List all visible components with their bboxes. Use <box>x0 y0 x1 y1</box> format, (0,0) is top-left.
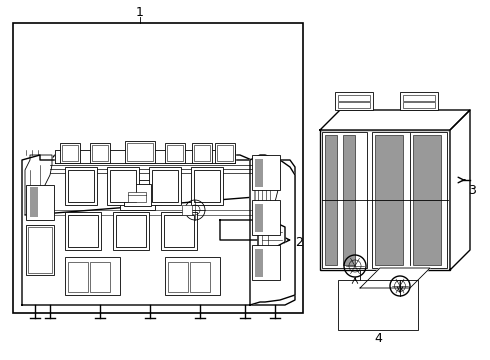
Bar <box>372 132 447 268</box>
Bar <box>252 245 280 280</box>
Polygon shape <box>258 220 285 250</box>
Text: 2: 2 <box>295 235 303 248</box>
Bar <box>62 145 78 161</box>
Bar <box>165 257 220 295</box>
Bar <box>191 167 223 205</box>
Bar <box>255 249 263 277</box>
Polygon shape <box>320 110 470 130</box>
Bar <box>107 167 139 205</box>
Bar <box>217 145 233 161</box>
Bar <box>375 135 403 265</box>
Bar <box>30 187 38 217</box>
Bar <box>400 92 438 110</box>
Bar <box>360 270 410 288</box>
Bar <box>152 170 178 202</box>
Bar <box>182 205 192 215</box>
Bar <box>192 143 212 163</box>
Bar <box>190 262 210 292</box>
Bar <box>68 262 88 292</box>
Bar <box>255 159 263 187</box>
Bar <box>90 143 110 163</box>
Polygon shape <box>250 155 295 305</box>
Bar <box>165 143 185 163</box>
Bar <box>68 215 98 247</box>
Bar <box>125 141 155 163</box>
Bar <box>13 23 303 313</box>
Bar <box>255 204 263 232</box>
Bar <box>124 184 151 206</box>
Polygon shape <box>30 155 270 215</box>
Bar <box>335 92 373 110</box>
Bar <box>167 145 183 161</box>
Bar <box>343 135 355 265</box>
Bar <box>403 102 435 108</box>
Text: 3: 3 <box>468 184 476 197</box>
Bar <box>325 135 337 265</box>
Text: 4: 4 <box>374 332 382 345</box>
Bar <box>26 185 54 220</box>
Bar <box>90 262 110 292</box>
Bar <box>252 200 280 235</box>
Polygon shape <box>255 160 278 215</box>
Bar <box>320 130 450 270</box>
Bar <box>164 215 194 247</box>
Bar <box>338 280 418 330</box>
Bar <box>30 228 38 270</box>
Bar <box>168 262 188 292</box>
Bar <box>68 170 94 202</box>
Bar <box>113 212 149 250</box>
Polygon shape <box>220 220 265 240</box>
Polygon shape <box>25 155 52 215</box>
Bar <box>413 135 441 265</box>
Polygon shape <box>450 110 470 270</box>
Bar <box>215 143 235 163</box>
Bar <box>161 212 197 250</box>
Bar <box>120 180 155 210</box>
Bar <box>65 212 101 250</box>
Bar <box>116 215 146 247</box>
Bar <box>65 167 97 205</box>
Bar <box>110 170 136 202</box>
Bar <box>403 95 435 101</box>
Bar <box>252 155 280 190</box>
Bar <box>149 167 181 205</box>
Bar <box>338 102 370 108</box>
Bar <box>128 192 146 202</box>
Bar <box>60 143 80 163</box>
Bar <box>65 257 120 295</box>
Polygon shape <box>55 150 235 163</box>
Bar <box>92 145 108 161</box>
Bar <box>194 145 210 161</box>
Polygon shape <box>22 155 295 305</box>
Bar <box>194 170 220 202</box>
Text: 1: 1 <box>136 5 144 18</box>
Bar <box>26 225 54 275</box>
Bar <box>28 227 52 273</box>
Polygon shape <box>360 268 430 288</box>
Bar <box>322 132 367 268</box>
Bar <box>127 143 153 161</box>
Bar <box>338 95 370 101</box>
